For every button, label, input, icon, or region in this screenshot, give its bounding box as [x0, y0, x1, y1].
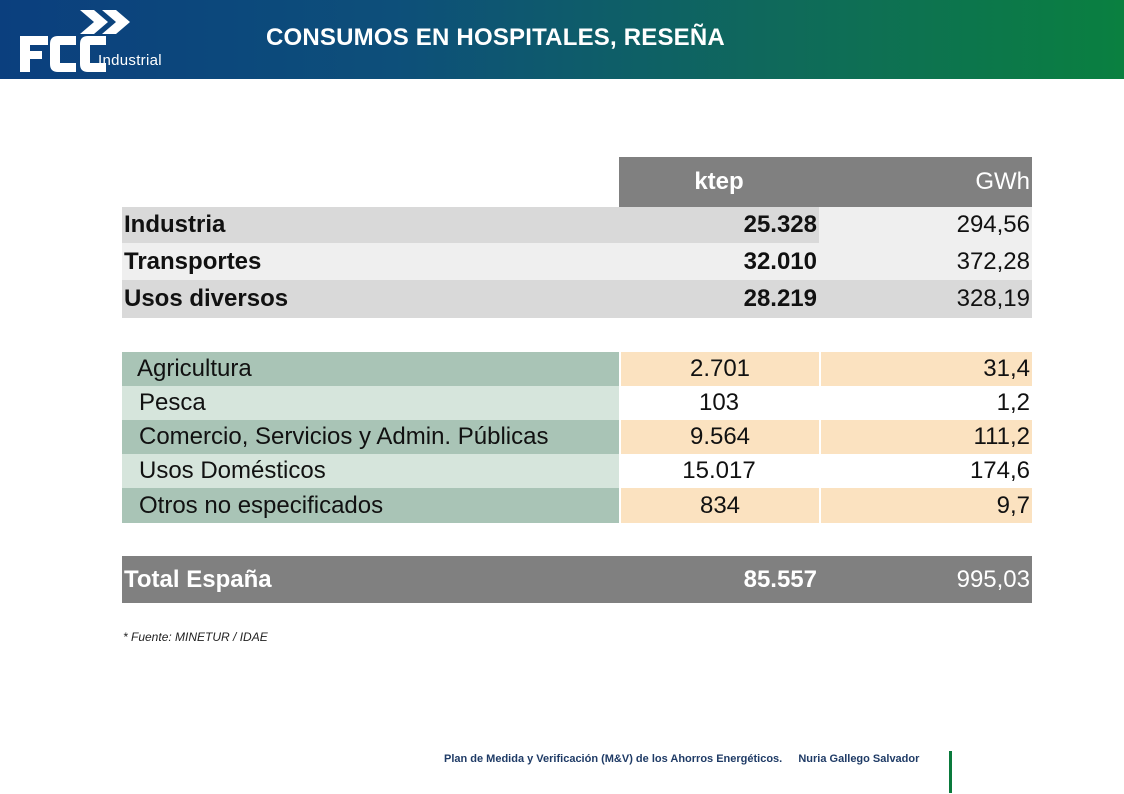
sector-label: Industria [122, 207, 619, 243]
source-note: * Fuente: MINETUR / IDAE [123, 630, 268, 644]
sector-gwh: 328,19 [819, 280, 1032, 318]
total-label: Total España [122, 556, 619, 603]
breakdown-ktep: 2.701 [619, 352, 819, 386]
fcc-logo [20, 10, 130, 72]
sector-ktep: 28.219 [619, 280, 819, 318]
breakdown-label: Otros no especificados [122, 488, 619, 523]
column-header-gwh: GWh [819, 157, 1032, 207]
breakdown-ktep: 9.564 [619, 420, 819, 454]
sector-gwh: 294,56 [819, 207, 1032, 243]
page-title: CONSUMOS EN HOSPITALES, RESEÑA [266, 24, 725, 51]
breakdown-ktep: 834 [619, 488, 819, 523]
breakdown-label: Usos Domésticos [122, 454, 619, 488]
breakdown-gwh: 1,2 [819, 386, 1032, 420]
breakdown-gwh: 9,7 [819, 488, 1032, 523]
sector-label: Usos diversos [122, 280, 619, 318]
total-gwh: 995,03 [819, 556, 1032, 603]
breakdown-gwh: 111,2 [819, 420, 1032, 454]
total-ktep: 85.557 [619, 556, 819, 603]
footer-text: Plan de Medida y Verificación (M&V) de l… [444, 753, 919, 765]
footer-plan: Plan de Medida y Verificación (M&V) de l… [444, 753, 783, 765]
breakdown-label: Comercio, Servicios y Admin. Públicas [122, 420, 619, 454]
breakdown-label: Agricultura [122, 352, 619, 386]
footer-accent-bar [949, 751, 952, 793]
breakdown-gwh: 174,6 [819, 454, 1032, 488]
logo-subtitle: Industrial [98, 52, 162, 69]
sector-gwh: 372,28 [819, 243, 1032, 280]
footer-author: Nuria Gallego Salvador [798, 753, 920, 765]
sector-ktep: 25.328 [619, 207, 819, 243]
breakdown-ktep: 103 [619, 386, 819, 420]
sector-ktep: 32.010 [619, 243, 819, 280]
slide-header: Industrial CONSUMOS EN HOSPITALES, RESEÑ… [0, 0, 1124, 79]
breakdown-label: Pesca [122, 386, 619, 420]
sector-label: Transportes [122, 243, 619, 280]
breakdown-gwh: 31,4 [819, 352, 1032, 386]
breakdown-ktep: 15.017 [619, 454, 819, 488]
column-header-ktep: ktep [619, 157, 819, 207]
